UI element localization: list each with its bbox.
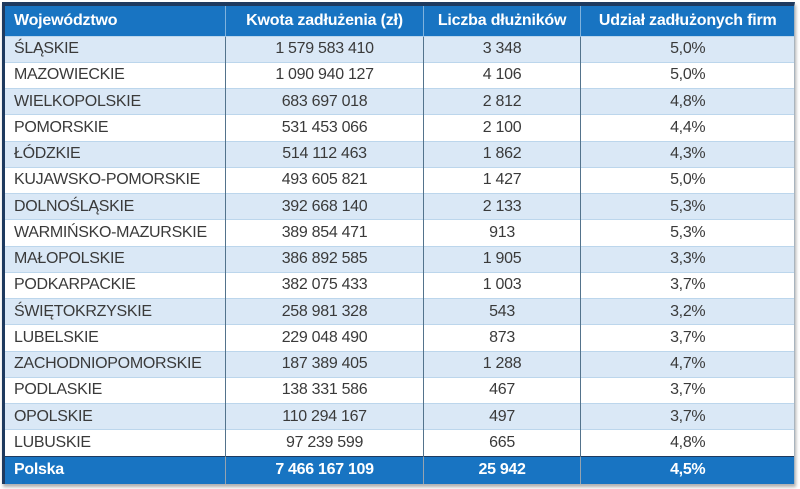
cell-wojewodztwo: ŚWIĘTOKRZYSKIE — [5, 297, 227, 325]
cell-liczba-dluznikow: 2 812 — [423, 87, 582, 115]
cell-liczba-dluznikow: 4 106 — [423, 61, 582, 89]
total-label: Polska — [5, 455, 227, 484]
cell-wojewodztwo: PODKARPACKIE — [5, 271, 227, 299]
total-udzial: 4,5% — [580, 455, 794, 484]
cell-kwota-zadluzenia: 389 854 471 — [225, 219, 424, 246]
cell-kwota-zadluzenia: 187 389 405 — [225, 350, 424, 378]
table-row: ŚWIĘTOKRZYSKIE 258 981 328 543 3,2% — [5, 297, 794, 325]
cell-liczba-dluznikow: 2 133 — [423, 192, 582, 220]
cell-kwota-zadluzenia: 683 697 018 — [225, 87, 424, 115]
cell-udzial-zadluzonych-firm: 3,7% — [580, 324, 794, 351]
table-row: WIELKOPOLSKIE 683 697 018 2 812 4,8% — [5, 87, 794, 115]
cell-liczba-dluznikow: 1 427 — [423, 166, 582, 194]
cell-liczba-dluznikow: 497 — [423, 402, 582, 430]
cell-liczba-dluznikow: 873 — [423, 324, 582, 351]
cell-udzial-zadluzonych-firm: 4,7% — [580, 350, 794, 378]
cell-kwota-zadluzenia: 514 112 463 — [225, 140, 424, 168]
cell-wojewodztwo: KUJAWSKO-POMORSKIE — [5, 166, 227, 194]
cell-liczba-dluznikow: 1 288 — [423, 350, 582, 378]
table-row: WARMIŃSKO-MAZURSKIE 389 854 471 913 5,3% — [5, 219, 794, 246]
total-kwota: 7 466 167 109 — [225, 455, 424, 484]
cell-udzial-zadluzonych-firm: 3,3% — [580, 245, 794, 273]
cell-wojewodztwo: DOLNOŚLĄSKIE — [5, 192, 227, 220]
header-row: Województwo Kwota zadłużenia (zł) Liczba… — [5, 6, 794, 36]
table-body: ŚLĄSKIE 1 579 583 410 3 348 5,0% MAZOWIE… — [5, 35, 794, 456]
total-liczba: 25 942 — [423, 455, 582, 484]
cell-kwota-zadluzenia: 1 090 940 127 — [225, 61, 424, 89]
cell-liczba-dluznikow: 1 862 — [423, 140, 582, 168]
cell-wojewodztwo: ŁÓDZKIE — [5, 140, 227, 168]
total-row: Polska 7 466 167 109 25 942 4,5% — [5, 455, 794, 484]
table-row: OPOLSKIE 110 294 167 497 3,7% — [5, 402, 794, 430]
table-footer: Polska 7 466 167 109 25 942 4,5% — [5, 455, 794, 484]
cell-udzial-zadluzonych-firm: 3,7% — [580, 402, 794, 430]
table-row: LUBUSKIE 97 239 599 665 4,8% — [5, 429, 794, 456]
cell-kwota-zadluzenia: 392 668 140 — [225, 192, 424, 220]
cell-kwota-zadluzenia: 258 981 328 — [225, 297, 424, 325]
cell-kwota-zadluzenia: 493 605 821 — [225, 166, 424, 194]
table-row: ŁÓDZKIE 514 112 463 1 862 4,3% — [5, 140, 794, 168]
cell-udzial-zadluzonych-firm: 4,8% — [580, 87, 794, 115]
cell-liczba-dluznikow: 3 348 — [423, 35, 582, 63]
cell-liczba-dluznikow: 1 905 — [423, 245, 582, 273]
table-row: KUJAWSKO-POMORSKIE 493 605 821 1 427 5,0… — [5, 166, 794, 194]
cell-liczba-dluznikow: 1 003 — [423, 271, 582, 299]
cell-udzial-zadluzonych-firm: 3,7% — [580, 271, 794, 299]
cell-wojewodztwo: ZACHODNIOPOMORSKIE — [5, 350, 227, 378]
column-header-liczba-dluznikow: Liczba dłużników — [423, 6, 582, 36]
cell-wojewodztwo: MAŁOPOLSKIE — [5, 245, 227, 273]
table-row: MAŁOPOLSKIE 386 892 585 1 905 3,3% — [5, 245, 794, 273]
table-header: Województwo Kwota zadłużenia (zł) Liczba… — [5, 6, 794, 36]
cell-udzial-zadluzonych-firm: 4,3% — [580, 140, 794, 168]
column-header-udzial-zadluzonych-firm: Udział zadłużonych firm — [580, 6, 794, 36]
cell-wojewodztwo: MAZOWIECKIE — [5, 61, 227, 89]
table-row: PODKARPACKIE 382 075 433 1 003 3,7% — [5, 271, 794, 299]
table-row: MAZOWIECKIE 1 090 940 127 4 106 5,0% — [5, 61, 794, 89]
table-row: PODLASKIE 138 331 586 467 3,7% — [5, 376, 794, 404]
cell-kwota-zadluzenia: 97 239 599 — [225, 429, 424, 456]
cell-liczba-dluznikow: 665 — [423, 429, 582, 456]
cell-wojewodztwo: OPOLSKIE — [5, 402, 227, 430]
cell-kwota-zadluzenia: 110 294 167 — [225, 402, 424, 430]
cell-wojewodztwo: PODLASKIE — [5, 376, 227, 404]
column-header-kwota-zadluzenia: Kwota zadłużenia (zł) — [225, 6, 424, 36]
cell-wojewodztwo: POMORSKIE — [5, 114, 227, 141]
cell-wojewodztwo: LUBUSKIE — [5, 429, 227, 456]
cell-udzial-zadluzonych-firm: 3,2% — [580, 297, 794, 325]
cell-kwota-zadluzenia: 1 579 583 410 — [225, 35, 424, 63]
table-row: POMORSKIE 531 453 066 2 100 4,4% — [5, 114, 794, 141]
cell-liczba-dluznikow: 467 — [423, 376, 582, 404]
cell-udzial-zadluzonych-firm: 5,0% — [580, 61, 794, 89]
cell-udzial-zadluzonych-firm: 5,0% — [580, 35, 794, 63]
cell-udzial-zadluzonych-firm: 3,7% — [580, 376, 794, 404]
column-header-wojewodztwo: Województwo — [5, 6, 227, 36]
cell-kwota-zadluzenia: 138 331 586 — [225, 376, 424, 404]
cell-wojewodztwo: LUBELSKIE — [5, 324, 227, 351]
table-row: ZACHODNIOPOMORSKIE 187 389 405 1 288 4,7… — [5, 350, 794, 378]
table-row: DOLNOŚLĄSKIE 392 668 140 2 133 5,3% — [5, 192, 794, 220]
cell-wojewodztwo: WARMIŃSKO-MAZURSKIE — [5, 219, 227, 246]
cell-udzial-zadluzonych-firm: 4,8% — [580, 429, 794, 456]
voivodeship-debt-table: Województwo Kwota zadłużenia (zł) Liczba… — [5, 6, 794, 484]
cell-liczba-dluznikow: 543 — [423, 297, 582, 325]
cell-kwota-zadluzenia: 531 453 066 — [225, 114, 424, 141]
table-row: ŚLĄSKIE 1 579 583 410 3 348 5,0% — [5, 35, 794, 63]
table-row: LUBELSKIE 229 048 490 873 3,7% — [5, 324, 794, 351]
cell-wojewodztwo: ŚLĄSKIE — [5, 35, 227, 63]
cell-liczba-dluznikow: 913 — [423, 219, 582, 246]
debt-table-container: Województwo Kwota zadłużenia (zł) Liczba… — [2, 2, 795, 484]
cell-kwota-zadluzenia: 386 892 585 — [225, 245, 424, 273]
cell-wojewodztwo: WIELKOPOLSKIE — [5, 87, 227, 115]
cell-liczba-dluznikow: 2 100 — [423, 114, 582, 141]
cell-kwota-zadluzenia: 382 075 433 — [225, 271, 424, 299]
cell-udzial-zadluzonych-firm: 4,4% — [580, 114, 794, 141]
cell-kwota-zadluzenia: 229 048 490 — [225, 324, 424, 351]
cell-udzial-zadluzonych-firm: 5,0% — [580, 166, 794, 194]
cell-udzial-zadluzonych-firm: 5,3% — [580, 219, 794, 246]
cell-udzial-zadluzonych-firm: 5,3% — [580, 192, 794, 220]
